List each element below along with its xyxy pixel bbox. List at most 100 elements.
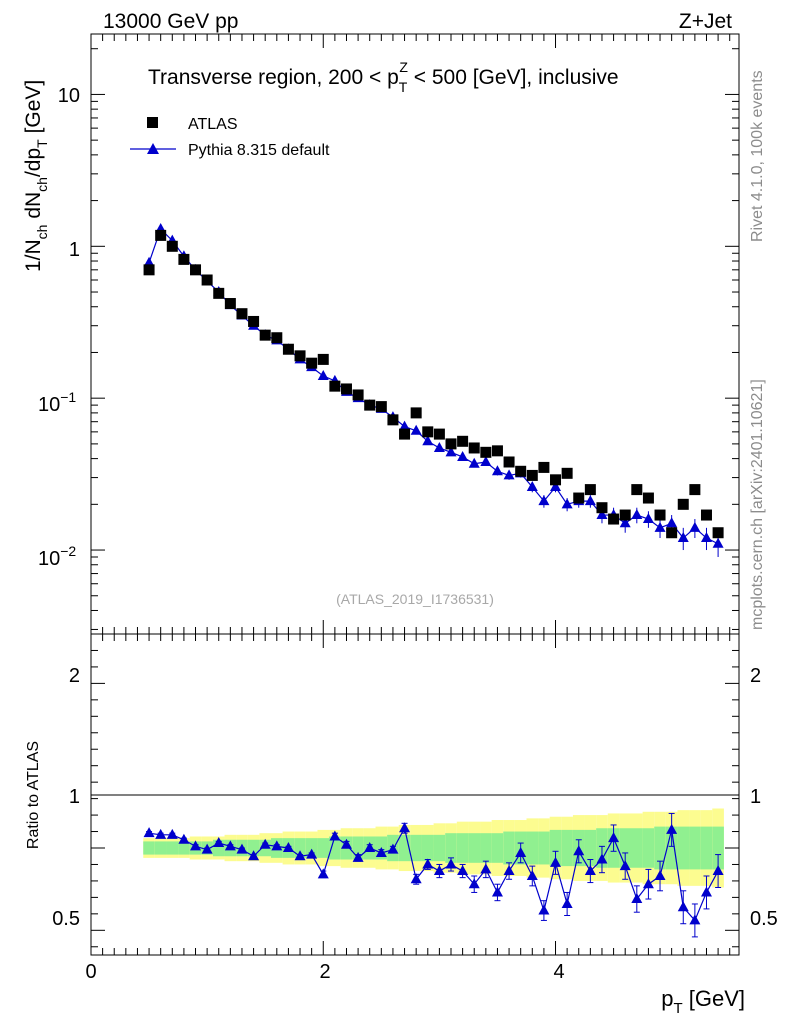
ratio-point bbox=[445, 858, 457, 869]
ratio-point bbox=[259, 838, 271, 849]
atlas-point bbox=[677, 498, 689, 510]
atlas-point bbox=[608, 513, 620, 525]
ratio-point bbox=[642, 878, 654, 889]
ratio-point bbox=[538, 904, 550, 915]
atlas-point bbox=[201, 274, 213, 286]
pythia-point bbox=[550, 481, 562, 492]
band-inner bbox=[294, 838, 306, 858]
ratio-point bbox=[282, 842, 294, 852]
ratio-point bbox=[410, 873, 422, 884]
atlas-point bbox=[155, 229, 167, 241]
mcplots-label: mcplots.cern.ch [arXiv:2401.10621] bbox=[749, 379, 766, 630]
atlas-point bbox=[700, 509, 712, 521]
band-inner bbox=[631, 828, 643, 868]
legend-pythia-marker bbox=[147, 143, 159, 154]
ratio-point bbox=[329, 830, 341, 841]
ratio-point bbox=[143, 827, 155, 838]
ratio-point bbox=[306, 848, 318, 859]
pythia-point bbox=[700, 532, 712, 543]
band-inner bbox=[154, 841, 167, 855]
ratio-point bbox=[561, 897, 573, 908]
band-inner bbox=[712, 826, 724, 870]
atlas-point bbox=[550, 474, 562, 486]
atlas-point bbox=[294, 350, 306, 362]
band-inner bbox=[677, 826, 690, 870]
band-inner bbox=[538, 831, 550, 865]
ratio-point bbox=[712, 865, 724, 876]
pythia-point bbox=[410, 424, 422, 435]
band-inner bbox=[491, 833, 504, 863]
band-inner bbox=[526, 831, 539, 865]
atlas-point bbox=[364, 399, 376, 411]
pythia-point bbox=[526, 481, 538, 492]
ratio-point bbox=[201, 843, 213, 854]
ratio-point bbox=[271, 840, 283, 851]
legend-atlas-marker bbox=[147, 117, 158, 128]
ratio-plot-panel: 0.5 1 2 0.5 1 2 Ratio to ATLAS 0 2 4 pT … bbox=[25, 633, 778, 1017]
atlas-point bbox=[271, 332, 283, 344]
band-inner bbox=[642, 828, 655, 868]
pythia-point bbox=[596, 509, 608, 520]
ratio-point bbox=[608, 832, 620, 843]
legend: ATLAS Pythia 8.315 default bbox=[130, 116, 330, 159]
atlas-point bbox=[224, 298, 236, 310]
legend-pythia-label: Pythia 8.315 default bbox=[188, 142, 330, 159]
ratio-ytick-label-2: 2 bbox=[69, 665, 80, 687]
pythia-point bbox=[642, 513, 654, 524]
ratio-point bbox=[387, 843, 399, 854]
ratio-ytick-label-0.5: 0.5 bbox=[52, 908, 80, 930]
pythia-point bbox=[631, 509, 643, 520]
band-inner bbox=[352, 836, 364, 860]
ratio-point bbox=[317, 868, 329, 879]
atlas-series bbox=[143, 229, 724, 539]
ratio-point bbox=[480, 863, 492, 874]
xtick-label-0: 0 bbox=[85, 961, 96, 983]
atlas-point bbox=[503, 456, 515, 468]
atlas-point bbox=[410, 407, 422, 419]
band-inner bbox=[178, 841, 190, 855]
atlas-point bbox=[387, 414, 399, 426]
ratio-point bbox=[340, 838, 352, 849]
atlas-point bbox=[213, 287, 225, 299]
ratio-point bbox=[352, 851, 364, 862]
band-inner bbox=[329, 836, 341, 860]
atlas-point bbox=[340, 383, 352, 395]
ratio-point bbox=[550, 856, 562, 867]
ratio-point bbox=[515, 846, 527, 857]
atlas-point bbox=[433, 428, 445, 440]
pythia-point bbox=[433, 441, 445, 452]
process-label: Z+Jet bbox=[679, 10, 732, 33]
ratio-point bbox=[399, 822, 411, 833]
atlas-point bbox=[515, 465, 527, 477]
atlas-point bbox=[584, 484, 596, 496]
ratio-point bbox=[422, 858, 434, 869]
band-inner bbox=[398, 834, 411, 862]
pythia-point bbox=[677, 532, 689, 543]
rivet-version-label: Rivet 4.1.0, 100k events bbox=[749, 70, 766, 242]
ratio-point bbox=[666, 823, 678, 834]
band-inner bbox=[619, 828, 631, 868]
ratio-point bbox=[654, 869, 666, 880]
atlas-point bbox=[166, 240, 178, 252]
atlas-point bbox=[259, 329, 271, 341]
ratio-point bbox=[166, 828, 178, 839]
ratio-point bbox=[178, 833, 190, 844]
atlas-point bbox=[375, 401, 387, 413]
main-plot-panel: Transverse region, 200 < pTZ < 500 [GeV]… bbox=[22, 33, 740, 635]
pythia-line bbox=[148, 227, 719, 545]
pythia-point bbox=[666, 517, 678, 528]
pythia-point bbox=[445, 446, 457, 457]
ratio-point bbox=[190, 840, 202, 851]
ratio-point bbox=[457, 865, 469, 876]
ytick-label-1e-1: 10−1 bbox=[38, 389, 76, 416]
ratio-point bbox=[468, 878, 480, 889]
band-inner bbox=[247, 839, 260, 857]
ratio-y-axis-label: Ratio to ATLAS bbox=[25, 741, 42, 849]
ratio-point bbox=[677, 901, 689, 912]
xtick-label-2: 2 bbox=[319, 961, 330, 983]
ratio-point bbox=[294, 850, 306, 861]
xtick-label-4: 4 bbox=[553, 961, 564, 983]
atlas-point bbox=[468, 442, 480, 454]
ratio-point bbox=[584, 865, 596, 876]
atlas-point bbox=[445, 438, 457, 450]
